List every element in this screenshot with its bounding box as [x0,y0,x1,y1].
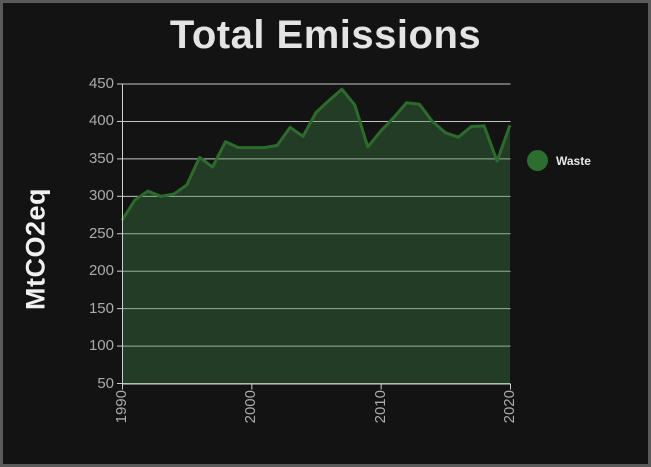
y-tick-label: 350 [88,149,114,167]
y-tick-label: 100 [88,337,114,355]
y-tick-label: 450 [88,75,114,92]
x-tick-label: 1990 [113,390,130,424]
x-tick-label: 2000 [242,390,260,424]
x-tick-label: 2010 [371,390,389,424]
legend-marker-waste [527,150,548,171]
legend: Waste [527,150,591,171]
y-tick-label: 150 [88,299,114,317]
y-tick-label: 200 [88,262,114,280]
line-series-waste [120,87,512,222]
legend-label-waste: Waste [556,153,591,168]
plot-canvas [117,83,512,390]
y-axis-title: MtCO2eq [20,188,51,311]
y-tick-label: 250 [88,224,114,242]
x-tick-label: 2020 [501,390,518,424]
area-series-waste [122,89,510,384]
y-tick-label: 400 [88,112,114,130]
y-tick-label: 50 [97,374,114,392]
chart-title: Total Emissions [169,13,482,57]
y-tick-label: 300 [88,187,114,205]
